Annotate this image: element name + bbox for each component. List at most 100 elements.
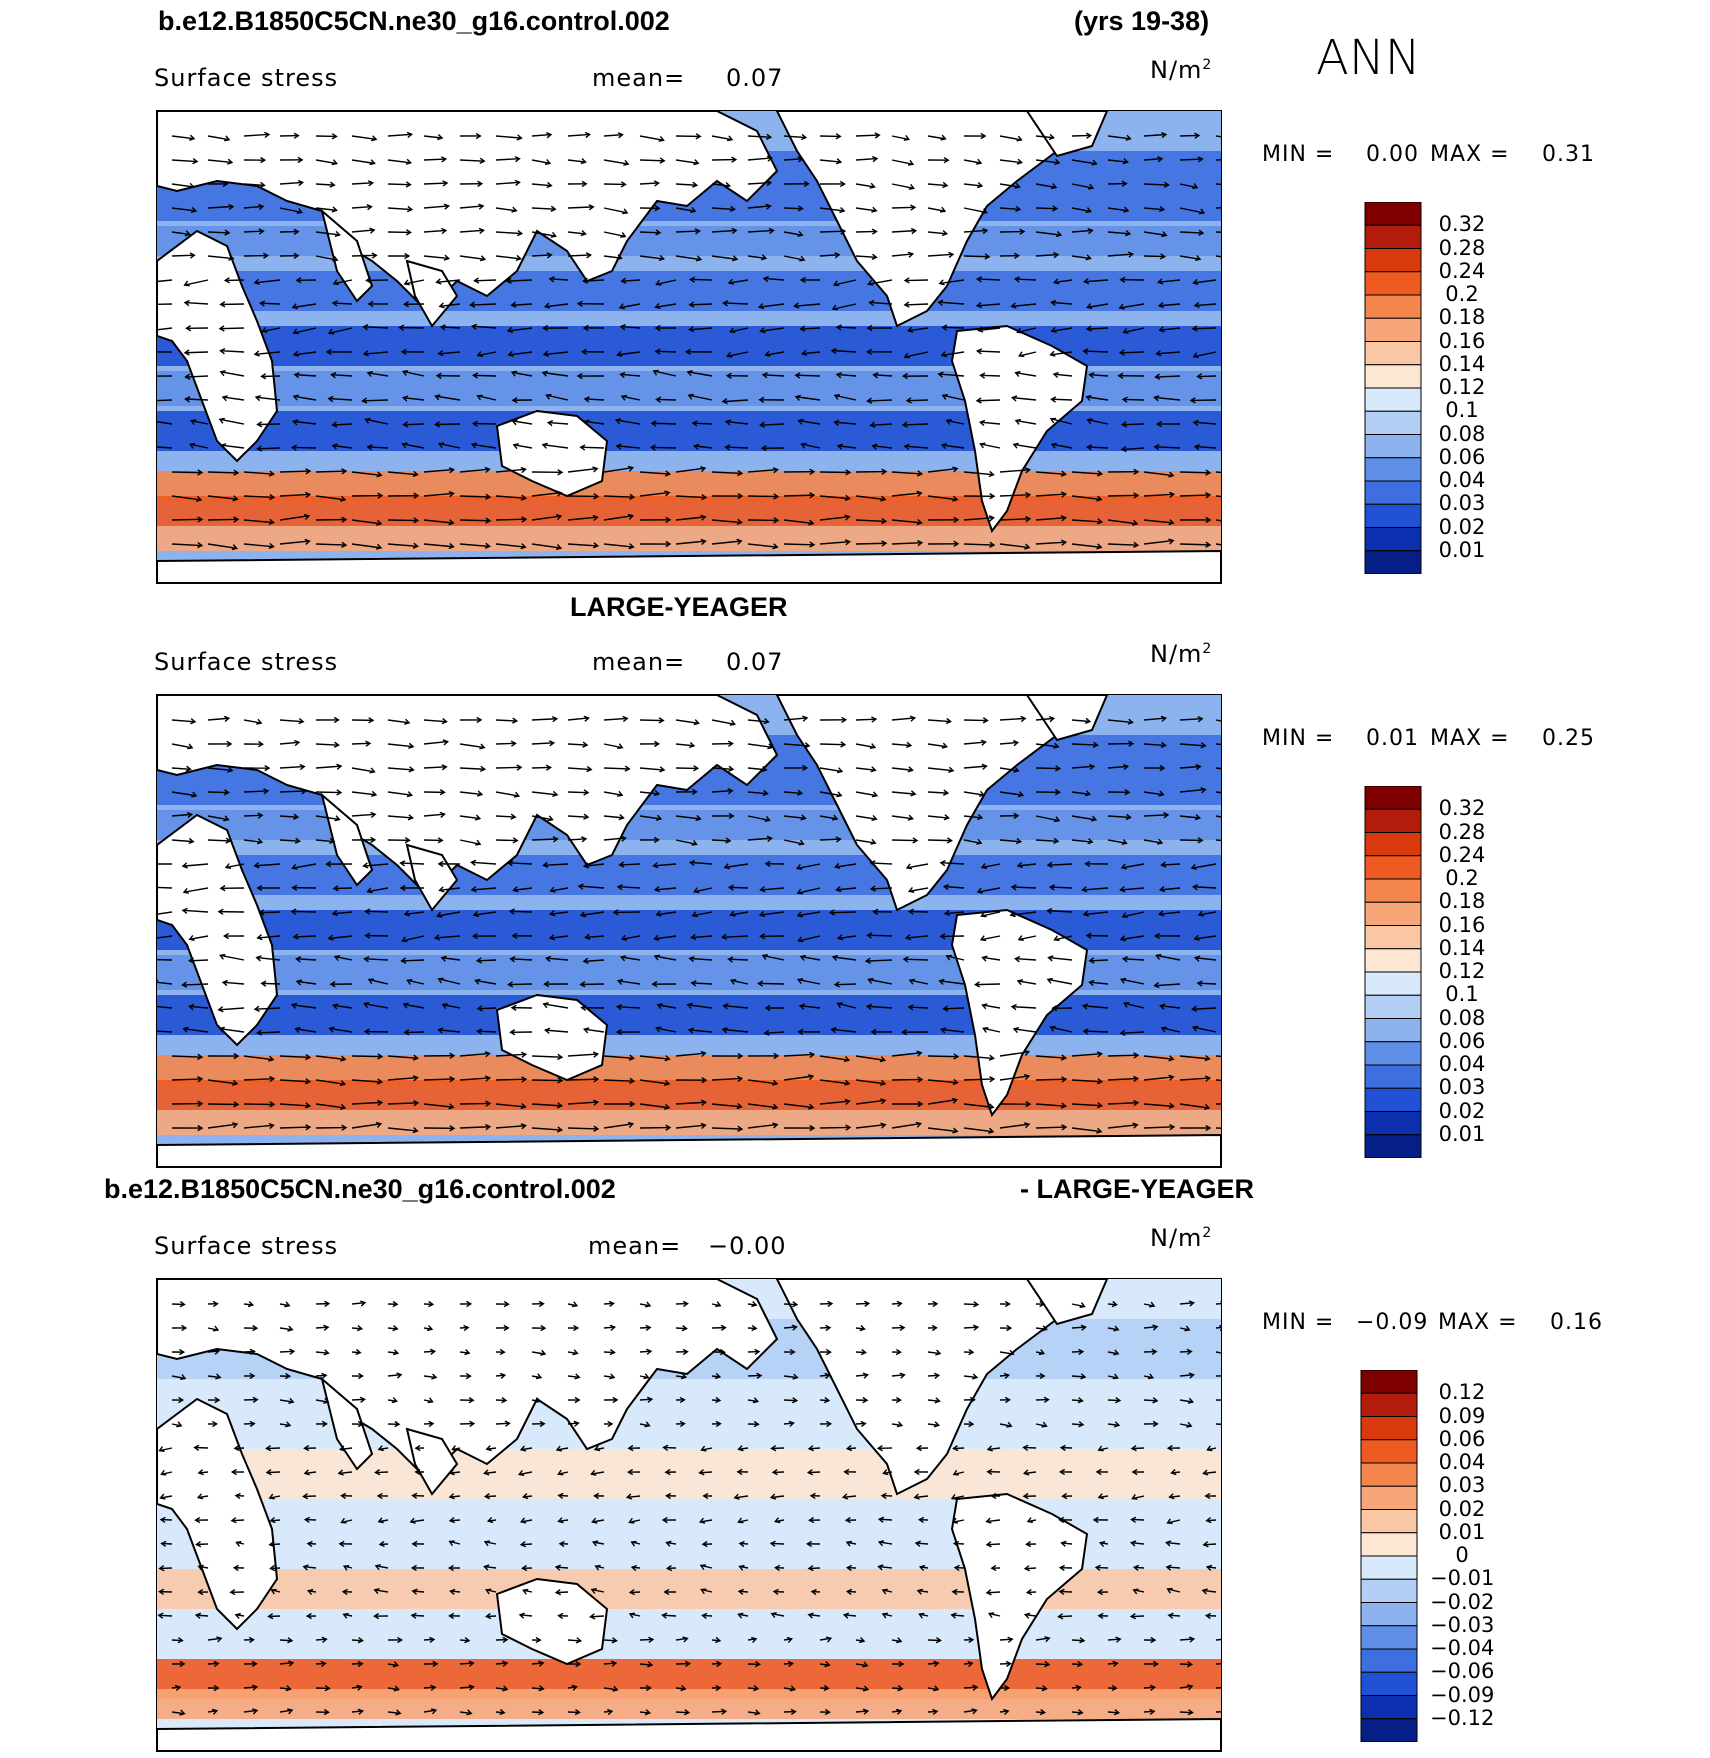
colorbar-swatch bbox=[1364, 480, 1422, 505]
colorbar-tick-label: 0.18 bbox=[1438, 889, 1486, 914]
min-value: −0.09 bbox=[1356, 1310, 1429, 1335]
colorbar-swatch bbox=[1364, 1064, 1422, 1089]
colorbar-swatch bbox=[1364, 410, 1422, 435]
min-label: MIN = bbox=[1262, 1310, 1335, 1335]
mean-label: mean= bbox=[592, 64, 686, 92]
colorbar-tick-label: 0.2 bbox=[1445, 282, 1479, 306]
colorbar-swatch bbox=[1364, 925, 1422, 950]
colorbar-swatch bbox=[1364, 271, 1422, 296]
colorbar-swatch bbox=[1360, 1695, 1418, 1720]
colorbar-swatch bbox=[1364, 855, 1422, 880]
colorbar-swatch bbox=[1364, 224, 1422, 249]
coastlines bbox=[157, 1279, 1221, 1751]
colorbar-swatch bbox=[1360, 1369, 1418, 1394]
colorbar-swatch bbox=[1364, 503, 1422, 528]
colorbar-tick-label: 0.06 bbox=[1438, 1028, 1486, 1053]
colorbar-tick-label: 0.14 bbox=[1438, 935, 1486, 960]
colorbar-swatch bbox=[1360, 1578, 1418, 1603]
colorbar-tick-label: −0.06 bbox=[1430, 1659, 1495, 1684]
min-label: MIN = bbox=[1262, 142, 1335, 167]
stress-vectors bbox=[157, 1300, 1221, 1716]
colorbar-tick-label: 0.14 bbox=[1438, 351, 1486, 376]
colorbar-tick-label: −0.03 bbox=[1430, 1612, 1495, 1637]
colorbar-tick-label: 0.24 bbox=[1438, 842, 1486, 867]
colorbar-tick-label: 0.01 bbox=[1438, 1121, 1486, 1146]
colorbar-tick-label: 0.06 bbox=[1438, 444, 1486, 469]
colorbar-swatch bbox=[1364, 1087, 1422, 1112]
max-label: MAX = bbox=[1438, 1310, 1518, 1335]
colorbar-tick-label: 0.32 bbox=[1438, 796, 1486, 821]
colorbar-tick-label: 0.02 bbox=[1438, 514, 1486, 539]
colorbar-swatch bbox=[1364, 387, 1422, 412]
colorbar-tick-label: 0.04 bbox=[1438, 1052, 1486, 1076]
panel-title-diff-left: b.e12.B1850C5CN.ne30_g16.control.002 bbox=[104, 1174, 616, 1204]
colorbar-swatch bbox=[1364, 294, 1422, 319]
variable-label: Surface stress bbox=[154, 64, 339, 92]
mean-label: mean= bbox=[592, 648, 686, 676]
variable-label: Surface stress bbox=[154, 1232, 339, 1260]
units-label: N/m2 bbox=[1150, 56, 1213, 84]
colorbar-swatch bbox=[1360, 1509, 1418, 1534]
colorbar-swatch bbox=[1360, 1462, 1418, 1487]
colorbar-swatch bbox=[1364, 248, 1422, 273]
colorbar-swatch bbox=[1360, 1555, 1418, 1580]
colorbar-swatch bbox=[1364, 434, 1422, 459]
colorbar-tick-label: 0.12 bbox=[1438, 1380, 1486, 1405]
years-label: (yrs 19-38) bbox=[1074, 6, 1210, 36]
map-panel-diff bbox=[156, 1278, 1222, 1752]
colorbar-tick-label: −0.02 bbox=[1430, 1589, 1495, 1614]
colorbar-swatch bbox=[1360, 1439, 1418, 1464]
colorbar-swatch bbox=[1364, 364, 1422, 389]
colorbar-tick-label: 0.2 bbox=[1445, 866, 1479, 890]
colorbar-swatch bbox=[1360, 1602, 1418, 1627]
colorbar-tick-label: 0.01 bbox=[1438, 1519, 1486, 1544]
colorbar-swatch bbox=[1364, 948, 1422, 973]
colorbar-swatch bbox=[1364, 550, 1422, 575]
colorbar-tick-label: 0.02 bbox=[1438, 1098, 1486, 1123]
units-label: N/m2 bbox=[1150, 640, 1213, 668]
colorbar-tick-label: 0.16 bbox=[1438, 912, 1486, 937]
colorbar-tick-label: 0.28 bbox=[1438, 819, 1486, 844]
min-value: 0.00 bbox=[1366, 142, 1419, 167]
map-panel-model bbox=[156, 110, 1222, 584]
colorbar-swatch bbox=[1364, 785, 1422, 810]
colorbar-swatch bbox=[1360, 1718, 1418, 1743]
colorbar-swatch bbox=[1364, 527, 1422, 552]
colorbar-swatch bbox=[1364, 341, 1422, 366]
colorbar-tick-label: −0.04 bbox=[1430, 1636, 1495, 1660]
stress-vectors bbox=[157, 715, 1221, 1134]
max-label: MAX = bbox=[1430, 726, 1510, 751]
colorbar-tick-label: 0.16 bbox=[1438, 328, 1486, 353]
colorbar-tick-label: 0.24 bbox=[1438, 258, 1486, 283]
colorbar-tick-label: 0.03 bbox=[1438, 1473, 1486, 1498]
coastlines bbox=[157, 111, 1221, 583]
coastlines bbox=[157, 695, 1221, 1167]
map-panel-obs bbox=[156, 694, 1222, 1168]
colorbar-swatch bbox=[1364, 457, 1422, 482]
colorbar-swatch bbox=[1360, 1532, 1418, 1557]
colorbar-tick-label: 0.28 bbox=[1438, 235, 1486, 260]
mean-value: 0.07 bbox=[726, 648, 784, 676]
colorbar-swatch bbox=[1360, 1485, 1418, 1510]
colorbar-tick-label: 0.32 bbox=[1438, 212, 1486, 237]
colorbar-diff bbox=[1360, 1369, 1420, 1747]
variable-label: Surface stress bbox=[154, 648, 339, 676]
colorbar-tick-label: 0.08 bbox=[1438, 1005, 1486, 1030]
colorbar-swatch bbox=[1360, 1625, 1418, 1650]
panel-title-diff-right: - LARGE-YEAGER bbox=[1020, 1174, 1255, 1204]
min-value: 0.01 bbox=[1366, 726, 1419, 751]
colorbar-swatch bbox=[1364, 878, 1422, 903]
colorbar-tick-label: 0.09 bbox=[1438, 1403, 1486, 1428]
max-value: 0.31 bbox=[1542, 142, 1595, 167]
colorbar-tick-label: 0.1 bbox=[1445, 982, 1479, 1007]
case-title: b.e12.B1850C5CN.ne30_g16.control.002 bbox=[158, 6, 670, 36]
colorbar-tick-label: 0 bbox=[1455, 1543, 1469, 1567]
colorbar-swatch bbox=[1364, 1134, 1422, 1159]
mean-label: mean= bbox=[588, 1232, 682, 1260]
colorbar-swatch bbox=[1364, 994, 1422, 1019]
colorbar-tick-label: 0.04 bbox=[1438, 468, 1486, 492]
colorbar-swatch bbox=[1364, 1018, 1422, 1043]
colorbar-tick-label: 0.12 bbox=[1438, 959, 1486, 983]
colorbar-swatch bbox=[1364, 201, 1422, 226]
colorbar-swatch bbox=[1364, 901, 1422, 926]
